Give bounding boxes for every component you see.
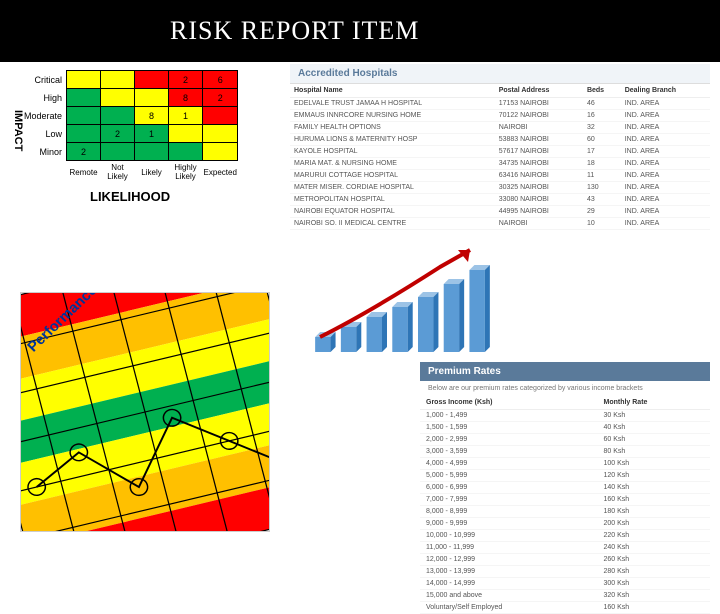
impact-row-label: Low xyxy=(20,125,67,143)
growth-chart xyxy=(310,242,490,352)
matrix-cell: 2 xyxy=(101,125,135,143)
table-row: 5,000 - 5,999120 Ksh xyxy=(420,470,710,482)
matrix-cell xyxy=(101,71,135,89)
matrix-cell xyxy=(101,107,135,125)
table-row: 2,000 - 2,99960 Ksh xyxy=(420,434,710,446)
page-header: RISK REPORT ITEM xyxy=(0,0,720,62)
table-row: MARURUI COTTAGE HOSPITAL63416 NAIROBI11I… xyxy=(290,170,710,182)
impact-row-label: High xyxy=(20,89,67,107)
matrix-cell xyxy=(203,125,238,143)
impact-row-label: Moderate xyxy=(20,107,67,125)
spr-chart-panel: Performance xyxy=(20,292,270,532)
premium-subtitle: Below are our premium rates categorized … xyxy=(420,381,710,396)
table-row: 4,000 - 4,999100 Ksh xyxy=(420,458,710,470)
likelihood-col-label: Highly Likely xyxy=(169,161,203,184)
matrix-cell xyxy=(67,71,101,89)
likelihood-col-label: Not Likely xyxy=(101,161,135,184)
table-row: 11,000 - 11,999240 Ksh xyxy=(420,542,710,554)
hospitals-title: Accredited Hospitals xyxy=(290,64,710,84)
page-title: RISK REPORT ITEM xyxy=(170,16,419,46)
table-row: 7,000 - 7,999160 Ksh xyxy=(420,494,710,506)
table-row: HURUMA LIONS & MATERNITY HOSP53883 NAIRO… xyxy=(290,134,710,146)
table-row: 15,000 and above320 Ksh xyxy=(420,590,710,602)
table-row: 3,000 - 3,59980 Ksh xyxy=(420,446,710,458)
matrix-cell xyxy=(135,143,169,161)
matrix-cell: 1 xyxy=(169,107,203,125)
table-row: MARIA MAT. & NURSING HOME34735 NAIROBI18… xyxy=(290,158,710,170)
matrix-cell xyxy=(67,125,101,143)
table-row: 12,000 - 12,999260 Ksh xyxy=(420,554,710,566)
hospitals-col-header: Postal Address xyxy=(495,84,583,98)
hospitals-col-header: Beds xyxy=(583,84,621,98)
table-row: KAYOLE HOSPITAL57617 NAIROBI17IND. AREA xyxy=(290,146,710,158)
hospitals-col-header: Dealing Branch xyxy=(621,84,710,98)
spr-svg: Performance xyxy=(21,293,269,531)
hospitals-col-header: Hospital Name xyxy=(290,84,495,98)
matrix-cell xyxy=(169,143,203,161)
table-row: Voluntary/Self Employed160 Ksh xyxy=(420,602,710,614)
content-area: IMPACT Critical26High82Moderate81Low21Mi… xyxy=(0,62,720,540)
matrix-cell: 2 xyxy=(203,89,238,107)
table-row: NAIROBI EQUATOR HOSPITAL44995 NAIROBI29I… xyxy=(290,206,710,218)
matrix-cell: 2 xyxy=(169,71,203,89)
matrix-cell xyxy=(101,143,135,161)
premium-col-header: Gross Income (Ksh) xyxy=(420,396,597,410)
matrix-cell xyxy=(203,143,238,161)
matrix-cell xyxy=(135,89,169,107)
table-row: 8,000 - 8,999180 Ksh xyxy=(420,506,710,518)
hospitals-panel: Accredited Hospitals Hospital NamePostal… xyxy=(290,64,710,230)
matrix-cell: 8 xyxy=(169,89,203,107)
table-row: MATER MISER. CORDIAE HOSPITAL30325 NAIRO… xyxy=(290,182,710,194)
matrix-cell: 6 xyxy=(203,71,238,89)
premium-title: Premium Rates xyxy=(420,362,710,381)
hospitals-table: Hospital NamePostal AddressBedsDealing B… xyxy=(290,84,710,230)
matrix-cell: 2 xyxy=(67,143,101,161)
table-row: 13,000 - 13,999280 Ksh xyxy=(420,566,710,578)
table-row: NAIROBI SO. II MEDICAL CENTRENAIROBI10IN… xyxy=(290,218,710,230)
likelihood-col-label: Remote xyxy=(67,161,101,184)
table-row: EDELVALE TRUST JAMAA H HOSPITAL17153 NAI… xyxy=(290,98,710,110)
table-row: EMMAUS INNRCORE NURSING HOME70122 NAIROB… xyxy=(290,110,710,122)
likelihood-axis-label: LIKELIHOOD xyxy=(90,189,270,204)
table-row: 1,000 - 1,49930 Ksh xyxy=(420,410,710,422)
table-row: 1,500 - 1,59940 Ksh xyxy=(420,422,710,434)
matrix-cell xyxy=(67,107,101,125)
growth-svg xyxy=(310,242,490,352)
likelihood-col-label: Expected xyxy=(203,161,238,184)
impact-row-label: Minor xyxy=(20,143,67,161)
matrix-cell xyxy=(67,89,101,107)
table-row: 6,000 - 6,999140 Ksh xyxy=(420,482,710,494)
matrix-cell xyxy=(169,125,203,143)
table-row: 14,000 - 14,999300 Ksh xyxy=(420,578,710,590)
matrix-cell xyxy=(101,89,135,107)
table-row: FAMILY HEALTH OPTIONSNAIROBI32IND. AREA xyxy=(290,122,710,134)
risk-matrix-table: Critical26High82Moderate81Low21Minor2Rem… xyxy=(20,70,238,183)
premium-col-header: Monthly Rate xyxy=(597,396,710,410)
matrix-cell: 1 xyxy=(135,125,169,143)
risk-matrix-panel: IMPACT Critical26High82Moderate81Low21Mi… xyxy=(20,70,270,204)
premium-panel: Premium Rates Below are our premium rate… xyxy=(420,362,710,614)
matrix-cell xyxy=(203,107,238,125)
table-row: METROPOLITAN HOSPITAL33080 NAIROBI43IND.… xyxy=(290,194,710,206)
impact-axis-label: IMPACT xyxy=(12,110,24,151)
matrix-cell xyxy=(135,71,169,89)
premium-table: Gross Income (Ksh)Monthly Rate 1,000 - 1… xyxy=(420,396,710,614)
matrix-cell: 8 xyxy=(135,107,169,125)
likelihood-col-label: Likely xyxy=(135,161,169,184)
table-row: 9,000 - 9,999200 Ksh xyxy=(420,518,710,530)
impact-row-label: Critical xyxy=(20,71,67,89)
